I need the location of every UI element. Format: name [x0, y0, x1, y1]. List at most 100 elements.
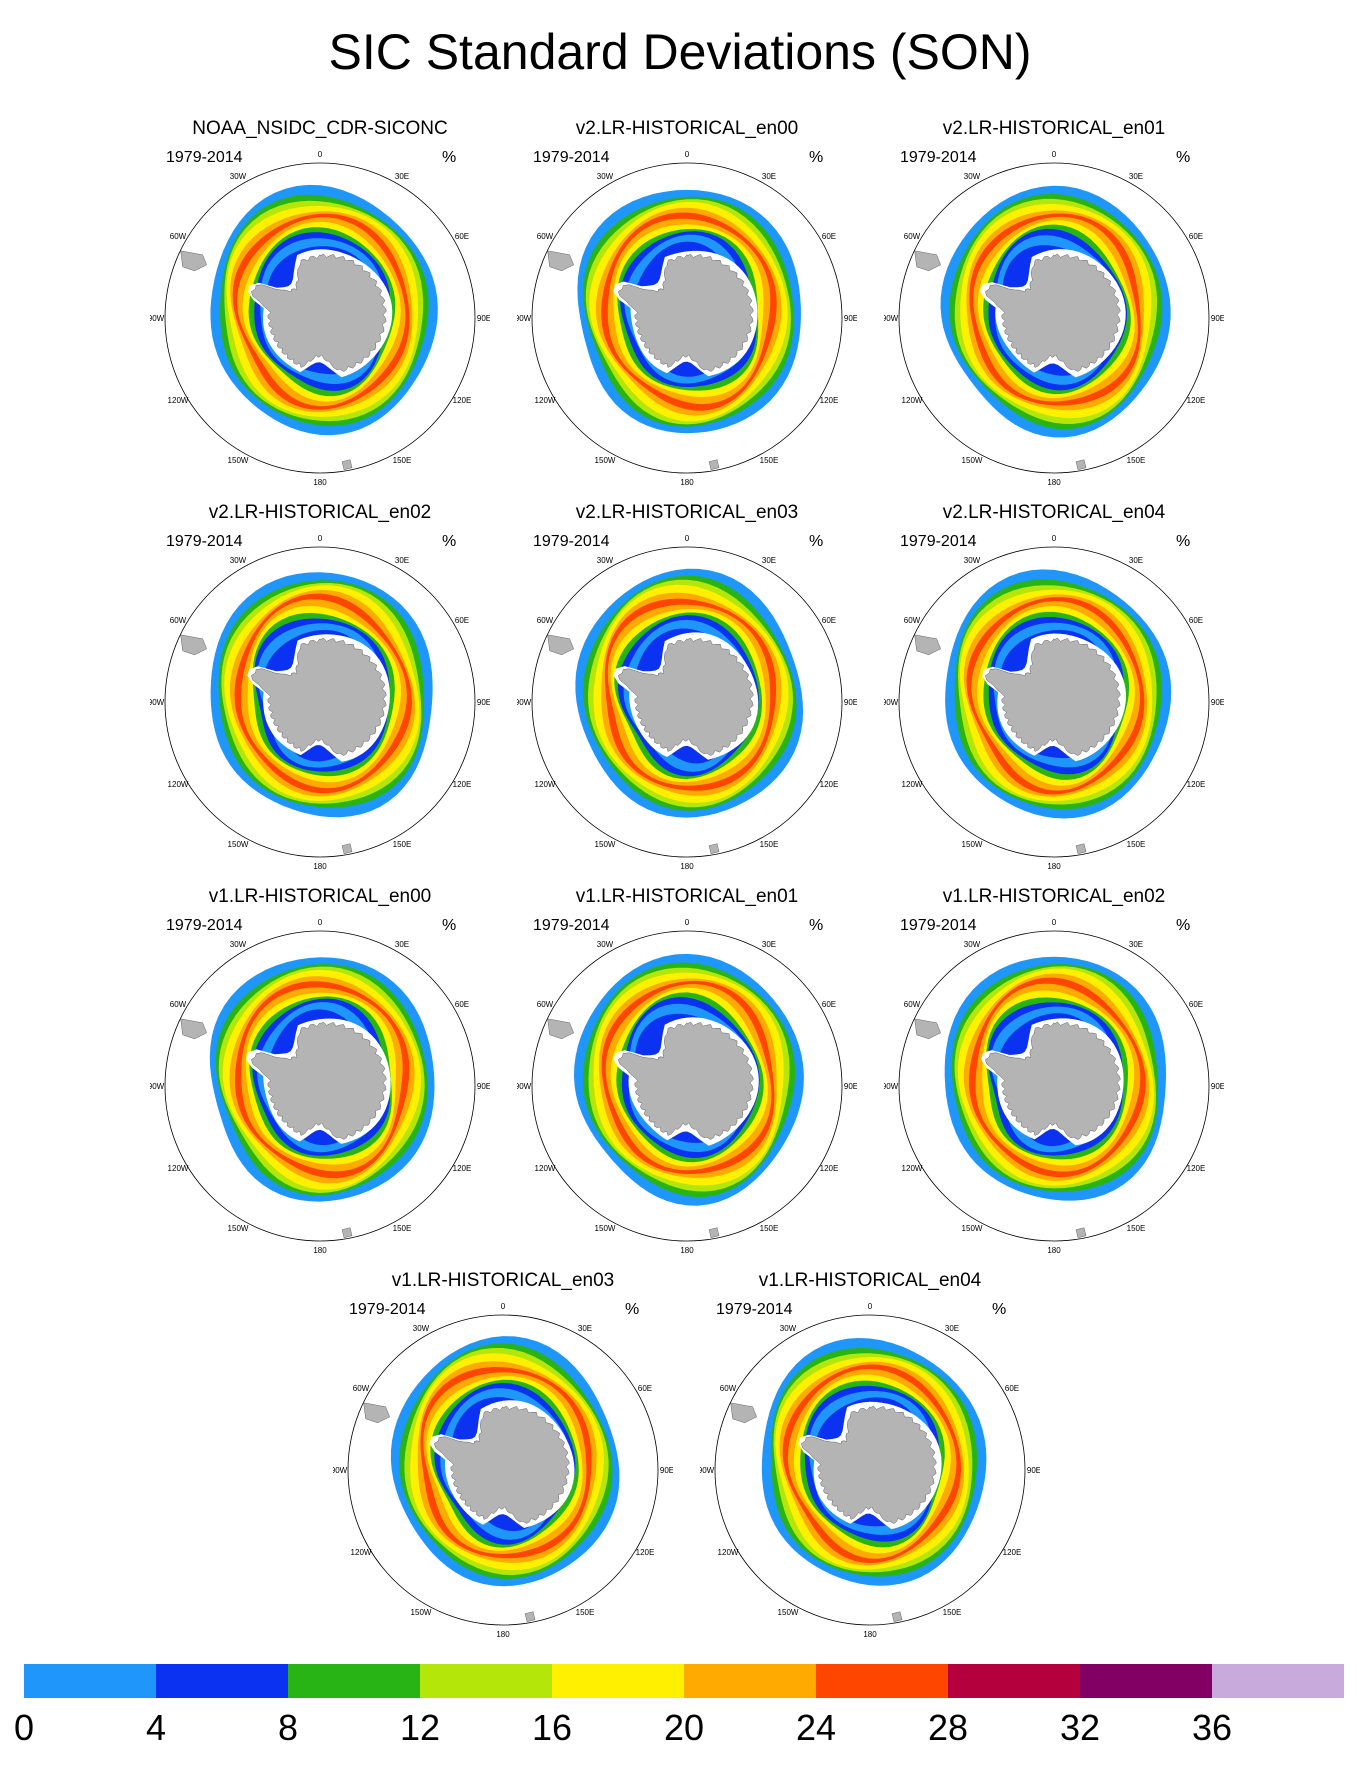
panel-title: v1.LR-HISTORICAL_en00: [208, 886, 432, 907]
map-panel: NOAA_NSIDC_CDR-SICONC 1979-2014 % 0 30E 60…: [150, 118, 490, 488]
longitude-label: 60W: [170, 232, 187, 241]
longitude-label: 180: [863, 1630, 877, 1639]
longitude-label: 60W: [904, 616, 921, 625]
longitude-label: 30W: [230, 172, 247, 181]
longitude-label: 60E: [455, 616, 469, 625]
longitude-label: 60E: [822, 232, 836, 241]
longitude-label: 150E: [393, 840, 412, 849]
south-america-land: [363, 1402, 390, 1424]
south-america-land: [914, 634, 941, 656]
longitude-label: 30E: [395, 172, 409, 181]
longitude-label: 90E: [477, 314, 490, 323]
longitude-label: 0: [1052, 918, 1057, 927]
longitude-label: 120W: [168, 1164, 189, 1173]
longitude-label: 150E: [1127, 1224, 1146, 1233]
longitude-label: 180: [680, 862, 694, 871]
south-america-land: [914, 1018, 941, 1040]
panel-period: 1979-2014: [349, 1301, 426, 1318]
longitude-label: 150W: [962, 840, 983, 849]
island-land: [708, 459, 720, 471]
longitude-label: 90W: [150, 698, 165, 707]
panel-period: 1979-2014: [166, 149, 243, 166]
longitude-label: 150W: [962, 456, 983, 465]
longitude-label: 60E: [638, 1384, 652, 1393]
longitude-label: 90W: [333, 1466, 348, 1475]
longitude-label: 150W: [228, 456, 249, 465]
polar-map: 0 30E 60E 90E 120E 150E 180 150W 120W 90W 60W 30W: [884, 534, 1224, 871]
island-land: [341, 1227, 353, 1239]
figure-title: SIC Standard Deviations (SON): [328, 24, 1032, 80]
antarctica-land: [984, 637, 1121, 756]
island-land: [708, 1227, 720, 1239]
panel-title: v2.LR-HISTORICAL_en00: [575, 118, 799, 139]
longitude-label: 120W: [351, 1548, 372, 1557]
polar-map: 0 30E 60E 90E 120E 150E 180 150W 120W 90W 60W 30W: [700, 1302, 1040, 1639]
longitude-label: 30E: [578, 1324, 592, 1333]
panel-period: 1979-2014: [900, 917, 977, 934]
longitude-label: 60E: [1189, 1000, 1203, 1009]
longitude-label: 60W: [537, 232, 554, 241]
map-panel: v2.LR-HISTORICAL_en03 1979-2014 % 0 30E 60…: [517, 502, 857, 872]
south-america-land: [547, 1018, 574, 1040]
longitude-label: 150W: [595, 1224, 616, 1233]
longitude-label: 150E: [760, 456, 779, 465]
map-panel: v1.LR-HISTORICAL_en01 1979-2014 % 0 30E 60…: [517, 886, 857, 1256]
map-panel: v2.LR-HISTORICAL_en01 1979-2014 % 0 30E 60…: [884, 118, 1224, 488]
longitude-label: 120E: [820, 780, 839, 789]
longitude-label: 60E: [1189, 616, 1203, 625]
longitude-label: 150E: [393, 1224, 412, 1233]
panel-period: 1979-2014: [166, 917, 243, 934]
antarctica-land: [617, 1021, 754, 1140]
longitude-label: 90W: [150, 314, 165, 323]
longitude-label: 0: [685, 150, 690, 159]
panel-unit: %: [442, 917, 457, 934]
longitude-label: 60E: [455, 1000, 469, 1009]
panel-period: 1979-2014: [533, 149, 610, 166]
panel-period: 1979-2014: [166, 533, 243, 550]
longitude-label: 120W: [168, 396, 189, 405]
colorbar-swatch: [948, 1664, 1080, 1698]
panel-unit: %: [625, 1301, 640, 1318]
longitude-label: 30E: [762, 556, 776, 565]
panel-unit: %: [442, 533, 457, 550]
longitude-label: 60W: [170, 1000, 187, 1009]
island-land: [708, 843, 720, 855]
island-land: [1075, 459, 1087, 471]
colorbar-tick-label: 36: [1191, 1707, 1233, 1748]
colorbar: [24, 1664, 1344, 1698]
longitude-label: 30W: [413, 1324, 430, 1333]
longitude-label: 150E: [760, 1224, 779, 1233]
map-panel: v1.LR-HISTORICAL_en04 1979-2014 % 0 30E 60…: [700, 1270, 1040, 1640]
island-land: [524, 1611, 536, 1623]
longitude-label: 90E: [477, 1082, 490, 1091]
longitude-label: 0: [1052, 534, 1057, 543]
longitude-label: 150W: [962, 1224, 983, 1233]
longitude-label: 150W: [595, 456, 616, 465]
map-panel: v2.LR-HISTORICAL_en00 1979-2014 % 0 30E 60…: [517, 118, 857, 488]
south-america-land: [180, 1018, 207, 1040]
longitude-label: 90W: [517, 314, 532, 323]
longitude-label: 90W: [517, 1082, 532, 1091]
antarctica-land: [617, 637, 754, 756]
panel-period: 1979-2014: [533, 533, 610, 550]
longitude-label: 60E: [455, 232, 469, 241]
longitude-label: 60W: [904, 232, 921, 241]
longitude-label: 60W: [720, 1384, 737, 1393]
longitude-label: 90W: [150, 1082, 165, 1091]
longitude-label: 150E: [576, 1608, 595, 1617]
longitude-label: 0: [318, 918, 323, 927]
longitude-label: 30E: [762, 172, 776, 181]
island-land: [341, 843, 353, 855]
colorbar-swatch: [684, 1664, 816, 1698]
longitude-label: 120E: [453, 396, 472, 405]
panel-title: NOAA_NSIDC_CDR-SICONC: [192, 118, 448, 139]
longitude-label: 150E: [760, 840, 779, 849]
map-panel: v2.LR-HISTORICAL_en02 1979-2014 % 0 30E 60…: [150, 502, 490, 872]
panel-title: v1.LR-HISTORICAL_en04: [758, 1270, 982, 1291]
south-america-land: [730, 1402, 757, 1424]
longitude-label: 0: [685, 918, 690, 927]
longitude-label: 180: [680, 478, 694, 487]
longitude-label: 30W: [230, 940, 247, 949]
panel-unit: %: [442, 149, 457, 166]
colorbar-tick-label: 4: [145, 1707, 167, 1748]
